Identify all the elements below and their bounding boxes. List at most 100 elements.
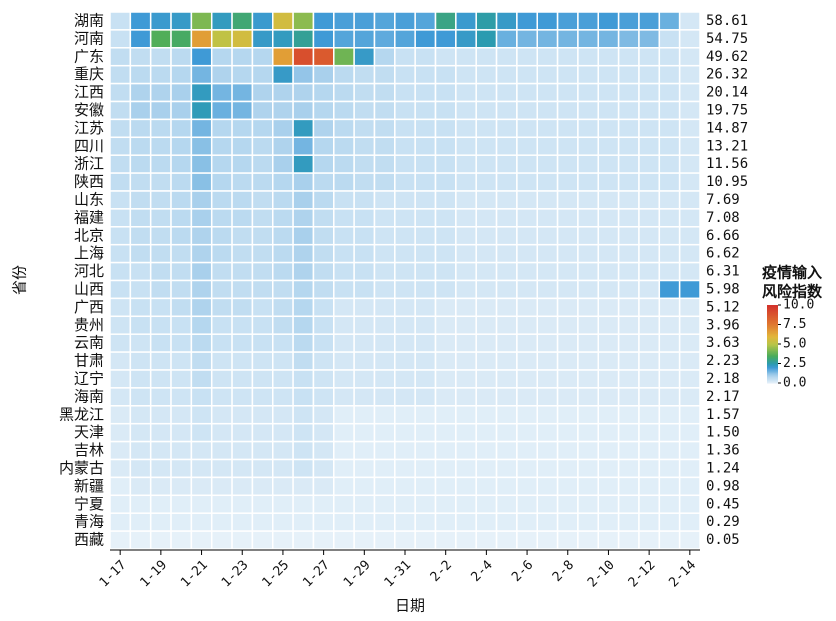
heat-cell xyxy=(598,137,618,155)
heat-cell xyxy=(598,298,618,316)
heat-cell xyxy=(151,316,171,334)
heat-cell xyxy=(191,513,211,531)
heat-cell xyxy=(110,102,130,120)
heat-cell xyxy=(110,352,130,370)
heat-cell xyxy=(436,155,456,173)
heat-cell xyxy=(273,84,293,102)
heat-cell xyxy=(537,477,557,495)
row-label: 江西 xyxy=(74,83,104,101)
heat-cell xyxy=(476,495,496,513)
heat-cell xyxy=(456,155,476,173)
row-total: 10.95 xyxy=(706,174,748,190)
heat-cell xyxy=(537,227,557,245)
heat-cell xyxy=(151,155,171,173)
heat-cell xyxy=(232,12,252,30)
heat-cell xyxy=(436,298,456,316)
heat-cell xyxy=(497,48,517,66)
heat-cell xyxy=(476,12,496,30)
heat-cell xyxy=(395,298,415,316)
heat-cell xyxy=(578,352,598,370)
heat-cell xyxy=(680,316,700,334)
heat-cell xyxy=(171,460,191,478)
heat-cell xyxy=(151,298,171,316)
heat-cell xyxy=(537,424,557,442)
heat-cell xyxy=(273,442,293,460)
row-label: 安徽 xyxy=(74,101,104,119)
heat-cell xyxy=(456,227,476,245)
heat-cell xyxy=(252,352,272,370)
heat-cell xyxy=(598,442,618,460)
heat-cell xyxy=(558,406,578,424)
heat-cell xyxy=(313,30,333,48)
heat-cell xyxy=(374,155,394,173)
heat-cell xyxy=(273,155,293,173)
heat-cell xyxy=(558,30,578,48)
heat-cell xyxy=(293,119,313,137)
heat-cell xyxy=(212,495,232,513)
heat-cell xyxy=(252,281,272,299)
heat-cell xyxy=(537,173,557,191)
heat-cell xyxy=(191,370,211,388)
heat-cell xyxy=(619,352,639,370)
heat-cell xyxy=(252,173,272,191)
heat-cell xyxy=(334,298,354,316)
heat-cell xyxy=(151,388,171,406)
heat-cell xyxy=(293,48,313,66)
heat-cell xyxy=(436,388,456,406)
heat-cell xyxy=(639,406,659,424)
heat-cell xyxy=(334,137,354,155)
heat-cell xyxy=(659,531,679,549)
heat-cell xyxy=(619,298,639,316)
heat-cell xyxy=(517,352,537,370)
heat-cell xyxy=(598,316,618,334)
heat-cell xyxy=(598,513,618,531)
heat-cell xyxy=(436,370,456,388)
heat-cell xyxy=(415,30,435,48)
heat-cell xyxy=(415,12,435,30)
heat-cell xyxy=(476,316,496,334)
heat-cell xyxy=(232,119,252,137)
heat-cell xyxy=(456,370,476,388)
heat-cell xyxy=(497,281,517,299)
heat-cell xyxy=(598,495,618,513)
heat-cell xyxy=(212,209,232,227)
x-tick-label: 1-31 xyxy=(382,558,415,591)
heat-cell xyxy=(578,84,598,102)
heat-cell xyxy=(415,102,435,120)
heat-cell xyxy=(415,155,435,173)
heat-cell xyxy=(212,137,232,155)
heat-cell xyxy=(130,30,150,48)
heat-cell xyxy=(212,442,232,460)
heat-cell xyxy=(293,352,313,370)
heat-cell xyxy=(313,513,333,531)
row-label: 福建 xyxy=(74,208,104,226)
heat-cell xyxy=(598,227,618,245)
heat-cell xyxy=(415,352,435,370)
heat-cell xyxy=(313,370,333,388)
heat-cell xyxy=(598,48,618,66)
heat-cell xyxy=(680,119,700,137)
heat-cell xyxy=(151,263,171,281)
heat-cell xyxy=(578,513,598,531)
heat-cell xyxy=(293,406,313,424)
heat-cell xyxy=(191,281,211,299)
heat-cell xyxy=(191,495,211,513)
heat-cell xyxy=(334,263,354,281)
heat-cell xyxy=(191,406,211,424)
heat-cell xyxy=(578,12,598,30)
heat-cell xyxy=(537,155,557,173)
heat-cell xyxy=(639,209,659,227)
heat-cell xyxy=(354,66,374,84)
heat-cell xyxy=(171,263,191,281)
heat-cell xyxy=(252,334,272,352)
heat-cell xyxy=(517,298,537,316)
heat-cell xyxy=(415,460,435,478)
heat-cell xyxy=(232,513,252,531)
heat-cell xyxy=(578,227,598,245)
heat-cell xyxy=(680,477,700,495)
heat-cell xyxy=(171,298,191,316)
heat-cell xyxy=(578,66,598,84)
heat-cell xyxy=(659,12,679,30)
heat-cell xyxy=(374,245,394,263)
heat-cell xyxy=(293,424,313,442)
